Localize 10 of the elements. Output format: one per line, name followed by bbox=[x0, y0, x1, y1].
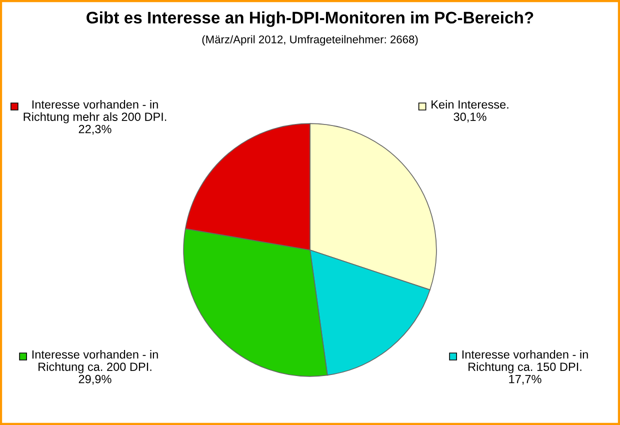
chart-title: Gibt es Interesse an High-DPI-Monitoren im PC-Bereich? bbox=[86, 11, 534, 27]
chart-subtitle: (März/April 2012, Umfrageteilnehmer: 2668) bbox=[202, 35, 418, 46]
data-label: 29,9% bbox=[78, 374, 112, 385]
legend-label: Kein Interesse. bbox=[432, 100, 508, 109]
legend-label: Interesse vorhanden - in Richtung ca. 150 DPI. bbox=[462, 350, 588, 374]
data-label: 22,3% bbox=[78, 124, 112, 135]
legend-label: Interesse vorhanden - in Richtung ca. 200 DPI. bbox=[32, 350, 158, 374]
data-label: 30,1% bbox=[454, 112, 486, 122]
data-label: 17,7% bbox=[509, 374, 542, 385]
legend-label: Interesse vorhanden - in Richtung mehr als 200 DPI. bbox=[24, 100, 166, 124]
